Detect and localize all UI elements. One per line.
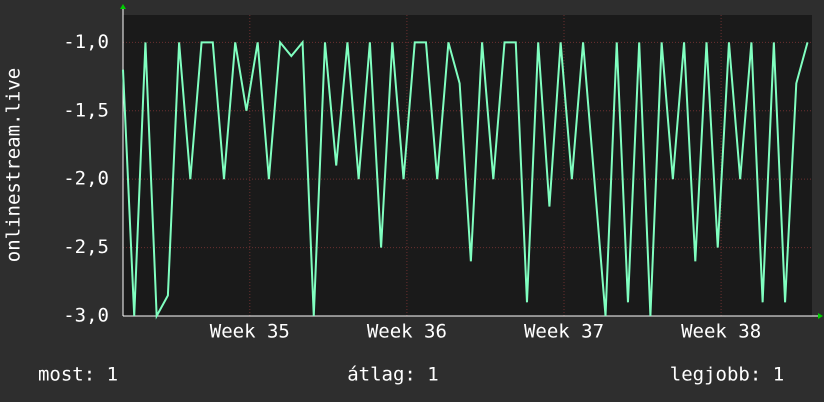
x-tick-label: Week 35 bbox=[210, 321, 290, 343]
arrow bbox=[120, 4, 126, 9]
arrow bbox=[818, 313, 823, 319]
plot-area bbox=[123, 15, 812, 316]
y-tick-label: -3,0 bbox=[63, 305, 109, 327]
y-axis-label: onlinestream.live bbox=[3, 68, 25, 262]
data-line bbox=[122, 39, 809, 320]
stat: átlag: 1 bbox=[347, 364, 439, 386]
y-tick-label: -1,5 bbox=[63, 99, 109, 121]
stat: most: 1 bbox=[38, 364, 118, 386]
x-tick-label: Week 36 bbox=[367, 321, 447, 343]
y-tick-label: -2,0 bbox=[63, 168, 109, 190]
x-tick-label: Week 38 bbox=[681, 321, 761, 343]
y-tick-label: -1,0 bbox=[63, 31, 109, 53]
y-tick-label: -2,5 bbox=[63, 236, 109, 258]
x-tick-label: Week 37 bbox=[524, 321, 604, 343]
stat: legjobb: 1 bbox=[670, 364, 784, 386]
